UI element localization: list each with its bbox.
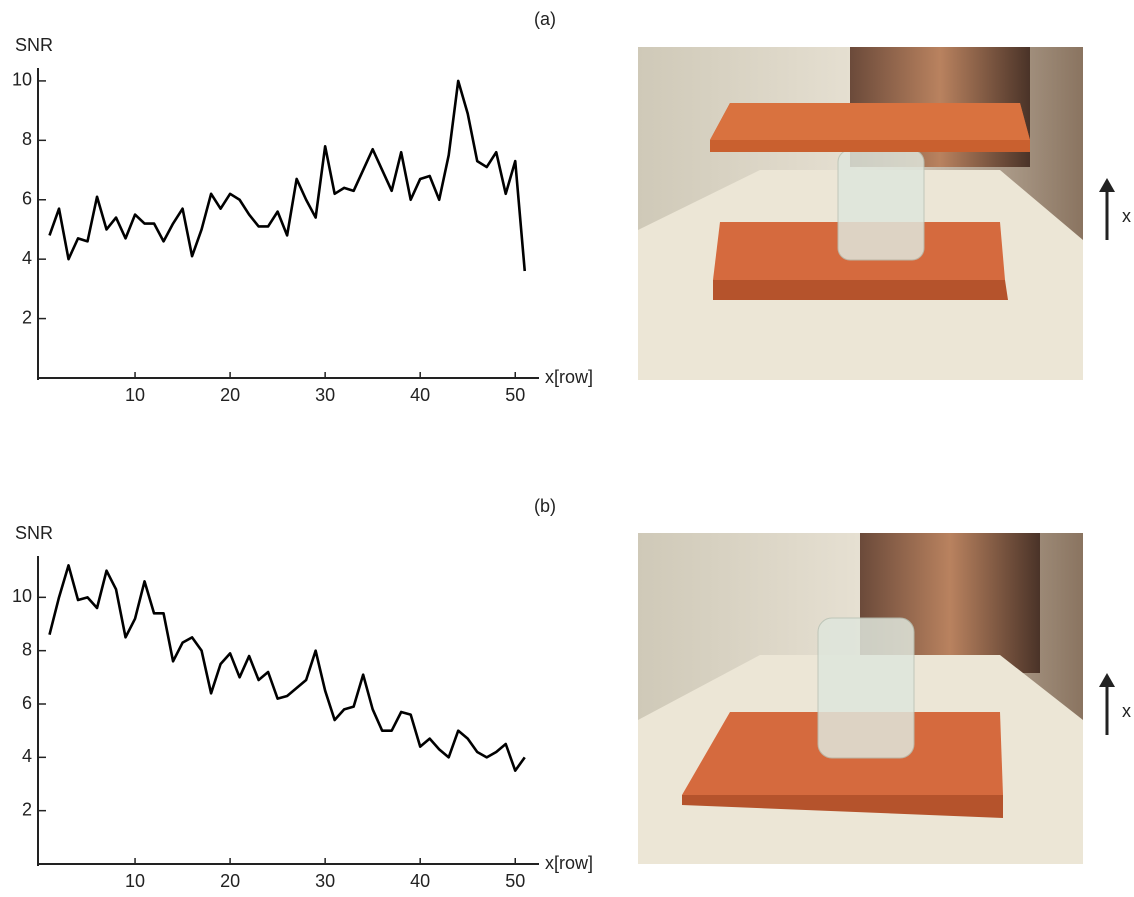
y-tick-label: 8 (22, 129, 32, 149)
y-tick-label: 10 (12, 586, 32, 606)
y-tick-label: 4 (22, 248, 32, 268)
data-line (48, 79, 527, 272)
photo-axis-label: x (1122, 206, 1131, 226)
data-line (48, 564, 526, 772)
y-tick-label: 4 (22, 746, 32, 766)
x-tick-label: 30 (315, 871, 335, 891)
direction-arrows (1099, 178, 1115, 735)
y-axis-label: SNR (15, 35, 53, 55)
x-tick-label: 50 (505, 871, 525, 891)
x-tick-label: 20 (220, 385, 240, 405)
x-axis-label: x[row] (545, 853, 593, 873)
photo-a (638, 47, 1083, 380)
y-tick-label: 6 (22, 693, 32, 713)
x-tick-label: 40 (410, 871, 430, 891)
panel-label: (b) (534, 496, 556, 516)
x-tick-label: 20 (220, 871, 240, 891)
photo-b (638, 533, 1083, 864)
x-axis-label: x[row] (545, 367, 593, 387)
panel-label: (a) (534, 9, 556, 29)
x-tick-label: 50 (505, 385, 525, 405)
y-tick-label: 10 (12, 70, 32, 90)
x-tick-label: 10 (125, 871, 145, 891)
y-tick-label: 2 (22, 799, 32, 819)
y-axis-label: SNR (15, 523, 53, 543)
y-tick-label: 6 (22, 188, 32, 208)
y-tick-label: 2 (22, 307, 32, 327)
x-tick-label: 10 (125, 385, 145, 405)
photo-axis-label: x (1122, 701, 1131, 721)
y-tick-label: 8 (22, 639, 32, 659)
x-tick-label: 40 (410, 385, 430, 405)
x-tick-label: 30 (315, 385, 335, 405)
